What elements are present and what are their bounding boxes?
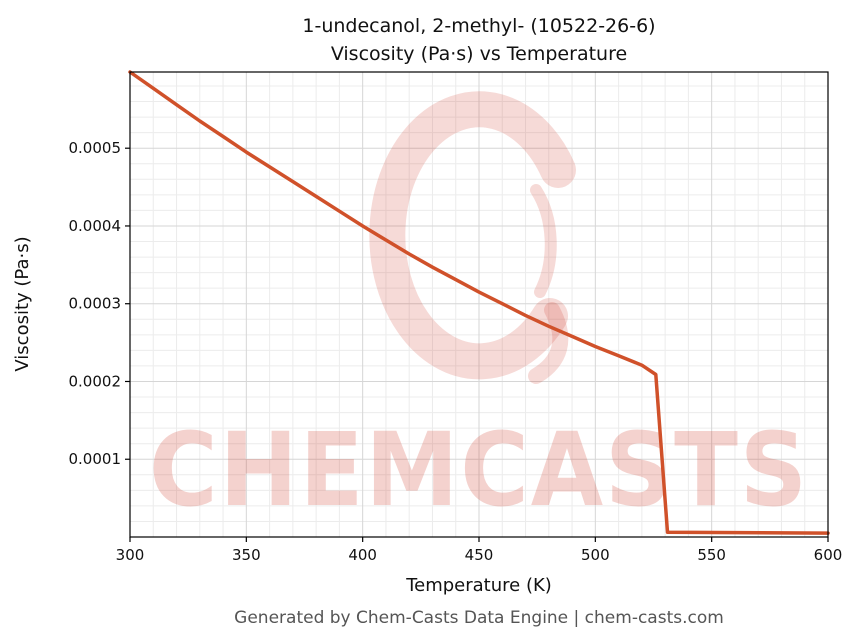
y-axis-label: Viscosity (Pa·s)	[12, 236, 33, 371]
x-tick-label: 550	[697, 546, 726, 564]
x-tick-label: 600	[814, 546, 843, 564]
axis-tick-labels: 300 350 400 450 500 550 600 0.0001 0.0002 0.0003 0…	[69, 139, 843, 564]
axis-ticks	[125, 147, 829, 542]
watermark-text: CHEMCASTS	[149, 411, 809, 530]
x-tick-label: 450	[465, 546, 494, 564]
watermark-logo-tail	[528, 302, 569, 384]
y-tick-label: 0.0001	[69, 450, 122, 468]
watermark: CHEMCASTS	[149, 91, 809, 530]
x-tick-label: 500	[581, 546, 610, 564]
chart-title-line1: 1-undecanol, 2-methyl- (10522-26-6)	[302, 15, 655, 37]
watermark-logo-swirl	[369, 91, 576, 380]
major-gridlines	[129, 72, 829, 537]
x-tick-label: 350	[232, 546, 261, 564]
x-tick-label: 400	[348, 546, 377, 564]
y-tick-label: 0.0004	[69, 217, 122, 235]
x-tick-label: 300	[116, 546, 145, 564]
watermark-logo-inner-swirl	[530, 184, 557, 298]
x-axis-label: Temperature (K)	[405, 575, 552, 596]
viscosity-curve	[128, 70, 830, 535]
y-tick-label: 0.0005	[69, 139, 122, 157]
y-tick-label: 0.0002	[69, 372, 122, 390]
footer-caption: Generated by Chem-Casts Data Engine | ch…	[234, 608, 724, 628]
y-tick-label: 0.0003	[69, 295, 122, 313]
chart-title-line2: Viscosity (Pa·s) vs Temperature	[331, 43, 627, 65]
